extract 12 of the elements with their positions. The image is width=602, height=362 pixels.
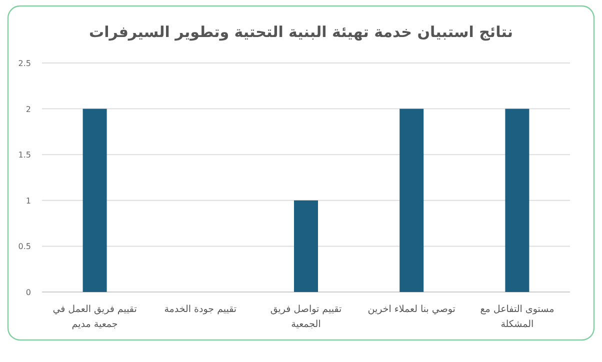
chart-title: نتائج استبيان خدمة تهيئة البنية التحتية وتطوير السيرفرات xyxy=(89,23,513,41)
y-tick-label: 2.5 xyxy=(18,59,31,68)
x-tick-label: تقييم تواصل فريق الجمعية xyxy=(270,304,342,330)
y-tick-label: 0.5 xyxy=(18,242,31,252)
x-tick-label: تقييم جودة الخدمة xyxy=(164,304,237,315)
x-tick-label: توصي بنا لعملاء اخرين xyxy=(368,304,456,315)
y-tick-label: 1.5 xyxy=(18,150,31,160)
y-tick-label: 0 xyxy=(26,288,31,297)
x-tick-label: تقييم فريق العمل في جمعية مديم xyxy=(52,304,138,330)
y-tick-label: 1 xyxy=(26,196,31,206)
x-tick-label: مستوى التفاعل مع المشكلة xyxy=(480,304,554,330)
y-tick-label: 2 xyxy=(26,104,31,114)
